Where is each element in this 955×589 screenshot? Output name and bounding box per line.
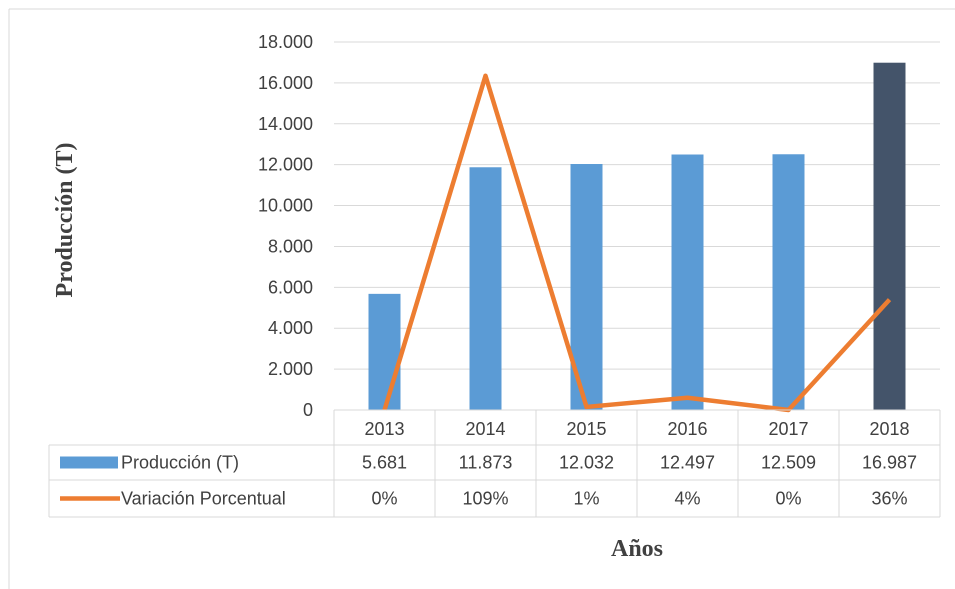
production-value: 12.497 xyxy=(660,453,715,473)
y-axis-ticks: 0 2.000 4.000 6.000 8.000 10.000 12.000 14.000 1… xyxy=(258,32,313,420)
x-axis-title: Años xyxy=(611,536,663,562)
production-value: 5.681 xyxy=(362,453,407,473)
legend-label-variation: Variación Porcentual xyxy=(121,489,286,509)
legend-key-bar xyxy=(60,456,118,469)
variation-value: 0% xyxy=(371,489,397,509)
variation-value: 36% xyxy=(871,489,907,509)
variation-value: 0% xyxy=(775,489,801,509)
bar-2018 xyxy=(873,62,906,411)
production-value: 11.873 xyxy=(459,453,513,473)
y-tick-label: 6.000 xyxy=(268,277,313,297)
bar-2016 xyxy=(671,154,704,410)
production-value: 12.032 xyxy=(559,453,614,473)
y-tick-label: 14.000 xyxy=(258,114,313,134)
production-value: 12.509 xyxy=(761,453,816,473)
x-tick-label: 2018 xyxy=(869,419,909,439)
y-tick-label: 8.000 xyxy=(268,236,313,256)
bar-2014 xyxy=(469,167,502,410)
variation-line xyxy=(382,73,892,413)
y-tick-label: 4.000 xyxy=(268,318,313,338)
line-series xyxy=(382,73,892,413)
production-value: 16.987 xyxy=(862,453,917,473)
variation-value: 1% xyxy=(573,489,599,509)
y-axis-title: Producción (T) xyxy=(52,143,78,298)
y-tick-label: 10.000 xyxy=(258,196,313,216)
x-tick-label: 2015 xyxy=(566,419,606,439)
y-tick-label: 12.000 xyxy=(258,155,313,175)
variation-value: 109% xyxy=(462,489,508,509)
bar-2017 xyxy=(772,154,805,410)
bar-series xyxy=(368,62,906,411)
x-tick-label: 2014 xyxy=(465,419,505,439)
variation-value: 4% xyxy=(674,489,700,509)
x-tick-label: 2013 xyxy=(364,419,404,439)
data-table: 2013 2014 2015 2016 2017 2018 Producción (T) Va… xyxy=(48,409,941,518)
y-tick-label: 2.000 xyxy=(268,359,313,379)
y-tick-label: 18.000 xyxy=(258,32,313,52)
gridlines xyxy=(334,41,940,411)
y-tick-label: 16.000 xyxy=(258,73,313,93)
x-tick-label: 2017 xyxy=(768,419,808,439)
y-tick-label: 0 xyxy=(303,400,313,420)
x-tick-label: 2016 xyxy=(667,419,707,439)
bar-2013 xyxy=(368,293,401,410)
legend-label-production: Producción (T) xyxy=(121,453,239,473)
